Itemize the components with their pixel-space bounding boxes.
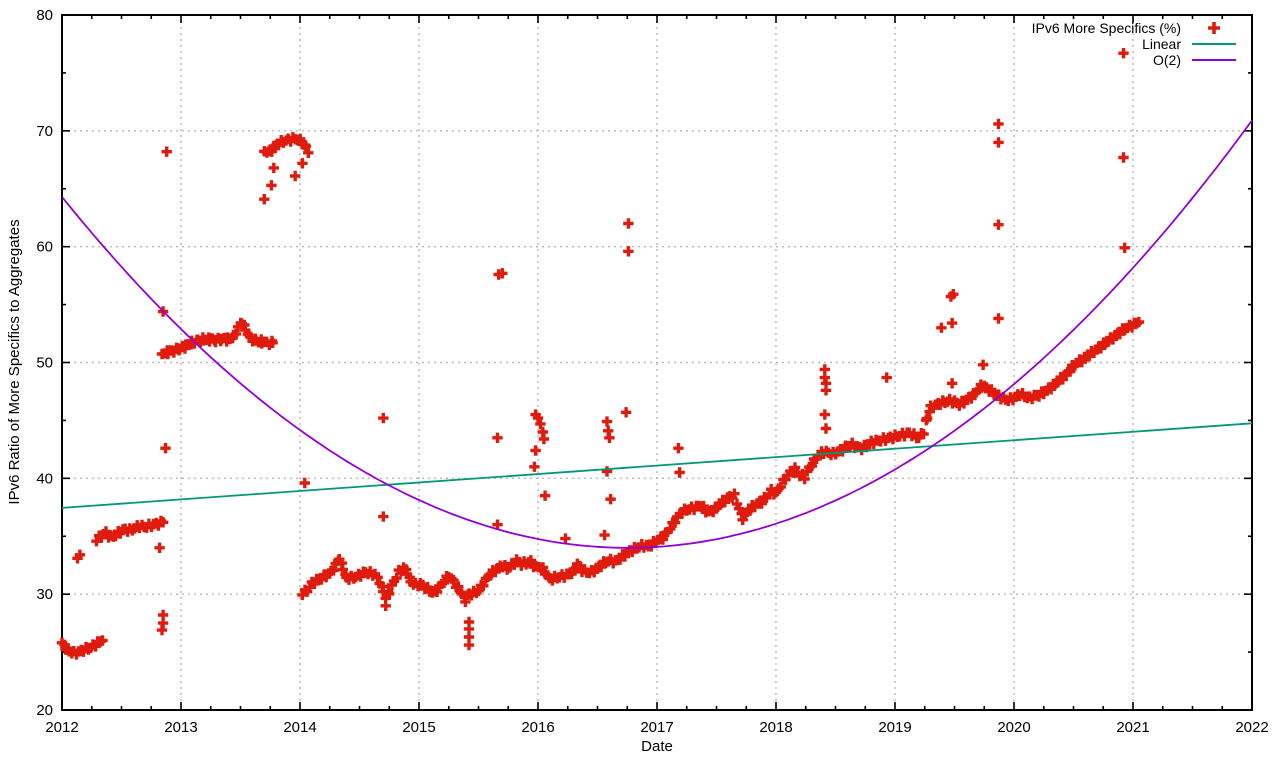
legend-item-linear: Linear — [1032, 35, 1237, 52]
x-tick-label: 2016 — [521, 719, 554, 736]
y-tick-label: 30 — [36, 586, 53, 603]
x-tick-label: 2018 — [759, 719, 792, 736]
legend-item-o2: O(2) — [1032, 51, 1237, 68]
linear-fit-line — [61, 422, 1253, 509]
tick-marks — [61, 14, 1253, 711]
x-tick-label: 2014 — [283, 719, 316, 736]
o2-line-icon — [1191, 53, 1237, 67]
y-tick-label: 70 — [36, 123, 53, 140]
x-tick-label: 2013 — [164, 719, 197, 736]
x-tick-label: 2017 — [640, 719, 673, 736]
y-tick-label: 40 — [36, 470, 53, 487]
x-tick-label: 2022 — [1235, 719, 1268, 736]
x-tick-label: 2015 — [402, 719, 435, 736]
x-tick-label: 2019 — [878, 719, 911, 736]
y-axis-title-text: IPv6 Ratio of More Specifics to Aggregat… — [6, 219, 23, 505]
scatter-points — [56, 48, 1145, 660]
legend-label-linear: Linear — [1142, 35, 1181, 52]
o2-fit-curve — [61, 119, 1253, 549]
gridlines — [62, 15, 1252, 710]
y-tick-label: 20 — [36, 702, 53, 719]
y-tick-label: 50 — [36, 355, 53, 372]
x-axis-title: Date — [641, 738, 673, 755]
tick-labels: 2012 2013 2014 2015 2016 2017 2018 2019 2020 2021… — [36, 7, 1268, 736]
legend: IPv6 More Specifics (%) Linear O(2) — [1031, 19, 1237, 68]
legend-label-o2: O(2) — [1153, 51, 1181, 68]
x-tick-label: 2012 — [45, 719, 78, 736]
legend-label-ipv6-specifics: IPv6 More Specifics (%) — [1031, 19, 1181, 36]
y-tick-label: 80 — [36, 7, 53, 24]
legend-item-ipv6-specifics: IPv6 More Specifics (%) — [1031, 19, 1237, 36]
x-tick-label: 2020 — [997, 719, 1030, 736]
scatter-plus-icon — [1191, 21, 1237, 35]
linear-line-icon — [1191, 37, 1237, 51]
x-tick-label: 2021 — [1116, 719, 1149, 736]
y-tick-label: 60 — [36, 239, 53, 256]
